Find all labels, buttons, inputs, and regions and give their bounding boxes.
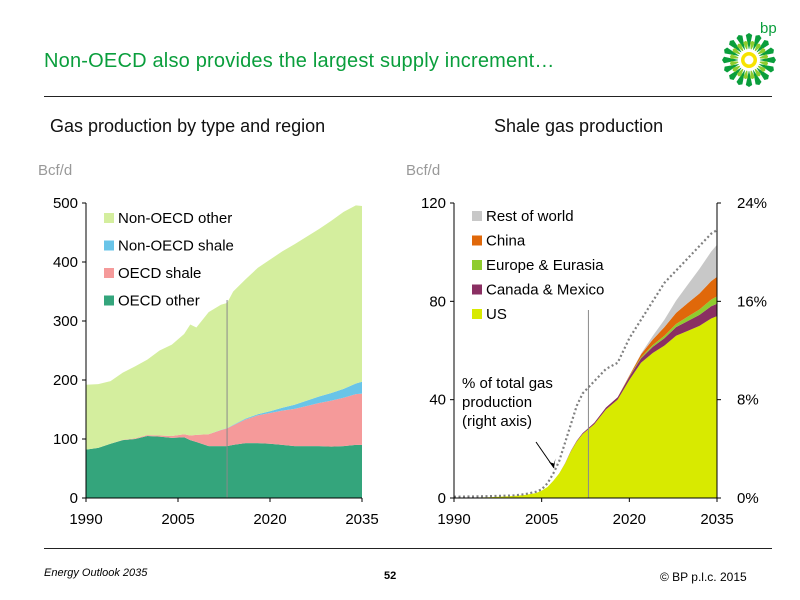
legend-label-oecd-shale: OECD shale [118,265,201,282]
y-tick-label: 0 [438,490,446,507]
pct-annotation-arrowhead [549,458,556,468]
legend-swatch-oecd-other [104,295,114,306]
bp-helios-logo: bp [722,20,777,87]
footer-source: Energy Outlook 2035 [44,567,148,579]
area-europe-eurasia [454,296,717,498]
y2-tick-label: 0% [737,490,759,507]
y-tick-label: 200 [53,372,78,389]
legend-label-non-oecd-other: Non-OECD other [118,210,232,227]
legend-label-china: China [486,233,526,250]
slide-title: Non-OECD also provides the largest suppl… [44,50,555,72]
right-chart-title: Shale gas production [494,116,664,136]
legend-swatch-us [472,309,482,319]
y-tick-label: 40 [429,392,446,409]
area-canada-mexico [454,303,717,498]
y-tick-label: 100 [53,431,78,448]
area-oecd-shale [86,393,362,450]
legend-swatch-non-oecd-other [104,213,114,223]
legend-label-oecd-other: OECD other [118,293,200,310]
gas-production-chart: Bcf/d 0 100 200 300 400 500 1990 2005 2020 2035 Non… [38,162,379,528]
legend-label-us: US [486,306,507,323]
y-tick-label: 300 [53,313,78,330]
pct-annotation-text: (right axis) [462,413,532,430]
bp-wordmark: bp [760,20,777,37]
page-number: 52 [384,570,397,582]
x-tick-label: 2005 [525,511,558,528]
x-tick-label: 2020 [253,511,286,528]
legend-swatch-canada-mexico [472,284,482,295]
footer-rule [44,548,772,549]
y-tick-label: 120 [421,195,446,212]
area-us [454,316,717,498]
area-non-oecd-other [86,205,362,450]
legend-swatch-china [472,235,482,246]
legend-swatch-oecd-shale [104,268,114,278]
area-oecd-other [86,436,362,498]
left-chart-title: Gas production by type and region [50,116,326,136]
legend-swatch-non-oecd-shale [104,240,114,251]
legend-swatch-rest-of-world [472,211,482,221]
x-tick-label: 1990 [69,511,102,528]
y2-tick-label: 16% [737,293,767,310]
x-tick-label: 2035 [700,511,733,528]
legend-swatch-europe-eurasia [472,260,482,270]
shale-gas-chart: Bcf/d 0 40 80 120 0% 8% 16% 24% 1990 2005 2020 2035 R… [406,162,767,528]
y-tick-label: 80 [429,293,446,310]
pct-annotation-text: production [462,394,532,411]
y-axis-unit: Bcf/d [406,162,440,179]
x-tick-label: 2005 [161,511,194,528]
x-tick-label: 2035 [345,511,378,528]
y-tick-label: 400 [53,254,78,271]
copyright: © BP p.l.c. 2015 [660,570,747,584]
header-rule [44,96,772,97]
pct-annotation-text: % of total gas [462,375,553,392]
y-tick-label: 0 [70,490,78,507]
x-tick-label: 1990 [437,511,470,528]
legend-label-non-oecd-shale: Non-OECD shale [118,238,234,255]
legend-label-canada-mexico: Canada & Mexico [486,282,604,299]
y2-tick-label: 24% [737,195,767,212]
y2-tick-label: 8% [737,392,759,409]
x-tick-label: 2020 [613,511,646,528]
legend-label-europe-eurasia: Europe & Eurasia [486,257,604,274]
y-axis-unit: Bcf/d [38,162,72,179]
legend-label-rest-of-world: Rest of world [486,208,574,225]
y-tick-label: 500 [53,195,78,212]
